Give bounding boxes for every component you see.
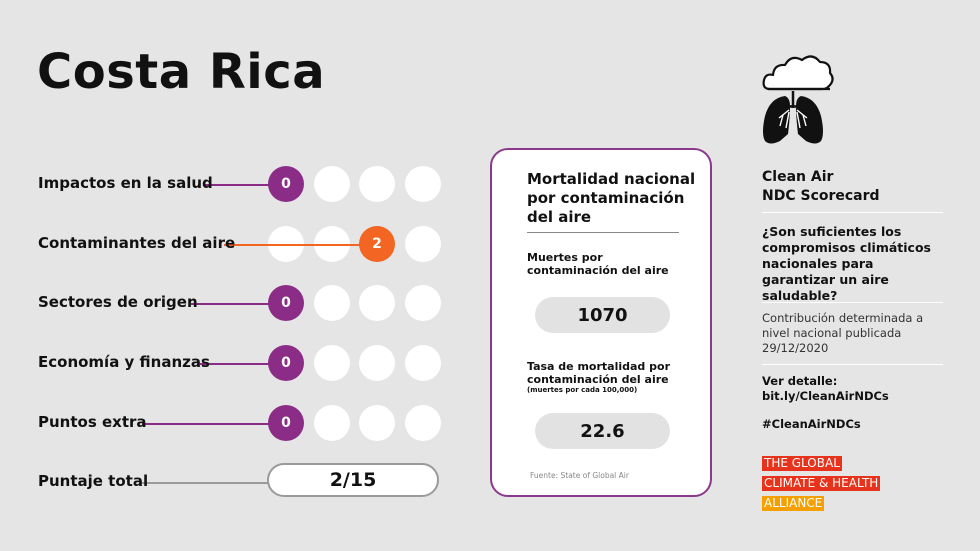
- rate-label: Tasa de mortalidad por contaminación del…: [527, 360, 670, 386]
- score-circle: [314, 166, 350, 202]
- row-label: Sectores de origen: [38, 293, 198, 311]
- score-row-economy: 0 Economía y finanzas: [0, 343, 460, 383]
- detail-link[interactable]: bit.ly/CleanAirNDCs: [762, 389, 889, 403]
- divider: [762, 302, 943, 303]
- score-circle: [359, 285, 395, 321]
- mortality-card: Mortalidad nacional por contaminación de…: [490, 148, 712, 497]
- score-circle: [314, 285, 350, 321]
- scorecard-question: ¿Son suficientes los compromisos climáti…: [762, 224, 947, 304]
- score-row-health: 0 Impactos en la salud: [0, 164, 460, 204]
- score-marker: 0: [268, 405, 304, 441]
- rate-note: (muertes por cada 100,000): [527, 386, 638, 394]
- heading-line-2: NDC Scorecard: [762, 188, 880, 204]
- row-label: Contaminantes del aire: [38, 234, 236, 252]
- deaths-label: Muertes por contaminación del aire: [527, 251, 669, 277]
- score-row-pollutants: 2 Contaminantes del aire: [0, 224, 460, 264]
- scorecard-heading: Clean Air NDC Scorecard: [762, 168, 947, 206]
- score-row-sectors: 0 Sectores de origen: [0, 283, 460, 323]
- logo-line-2: CLIMATE & HEALTH: [762, 476, 881, 491]
- logo-line-3: ALLIANCE: [762, 496, 825, 511]
- page-title: Costa Rica: [37, 44, 326, 100]
- hashtag: #CleanAirNDCs: [762, 417, 861, 431]
- score-circle: [405, 166, 441, 202]
- divider: [762, 212, 943, 213]
- connector-line: [200, 363, 283, 365]
- score-circle: [314, 405, 350, 441]
- score-marker: 0: [268, 345, 304, 381]
- connector-line: [203, 184, 283, 186]
- heading-line-1: Clean Air: [762, 169, 834, 185]
- deaths-value: 1070: [535, 297, 670, 333]
- score-circle: [359, 405, 395, 441]
- rate-value: 22.6: [535, 413, 670, 449]
- score-circle: [359, 345, 395, 381]
- alliance-logo: THE GLOBAL CLIMATE & HEALTH ALLIANCE: [762, 452, 881, 512]
- card-title: Mortalidad nacional por contaminación de…: [527, 170, 696, 226]
- contribution-text: Contribución determinada a nivel naciona…: [762, 311, 924, 355]
- contribution-info: Contribución determinada a nivel naciona…: [762, 311, 927, 356]
- row-label: Puntos extra: [38, 413, 147, 431]
- divider: [762, 364, 943, 365]
- logo-line-1: THE GLOBAL: [762, 456, 842, 471]
- detail-info: Ver detalle: bit.ly/CleanAirNDCs: [762, 374, 947, 404]
- total-score: 2/15: [267, 463, 439, 497]
- score-circle: [405, 226, 441, 262]
- score-marker: 0: [268, 285, 304, 321]
- detail-label: Ver detalle:: [762, 374, 838, 388]
- hashtag-info: #CleanAirNDCs: [762, 417, 947, 432]
- row-label: Impactos en la salud: [38, 174, 213, 192]
- score-row-extra: 0 Puntos extra: [0, 403, 460, 443]
- total-row: Puntaje total: [0, 462, 460, 502]
- score-circle: [405, 345, 441, 381]
- row-label: Economía y finanzas: [38, 353, 210, 371]
- score-circle: [405, 285, 441, 321]
- source-note: Fuente: State of Global Air: [530, 471, 629, 480]
- connector-line: [142, 423, 283, 425]
- divider: [527, 232, 679, 233]
- score-marker: 0: [268, 166, 304, 202]
- connector-line: [142, 482, 268, 484]
- connector-line: [224, 244, 374, 246]
- score-circle: [405, 405, 441, 441]
- lungs-cloud-icon: [760, 46, 835, 148]
- score-circle: [314, 345, 350, 381]
- score-marker: 2: [359, 226, 395, 262]
- connector-line: [191, 303, 283, 305]
- total-label: Puntaje total: [38, 472, 149, 490]
- score-circle: [359, 166, 395, 202]
- question-text: ¿Son suficientes los compromisos climáti…: [762, 224, 931, 303]
